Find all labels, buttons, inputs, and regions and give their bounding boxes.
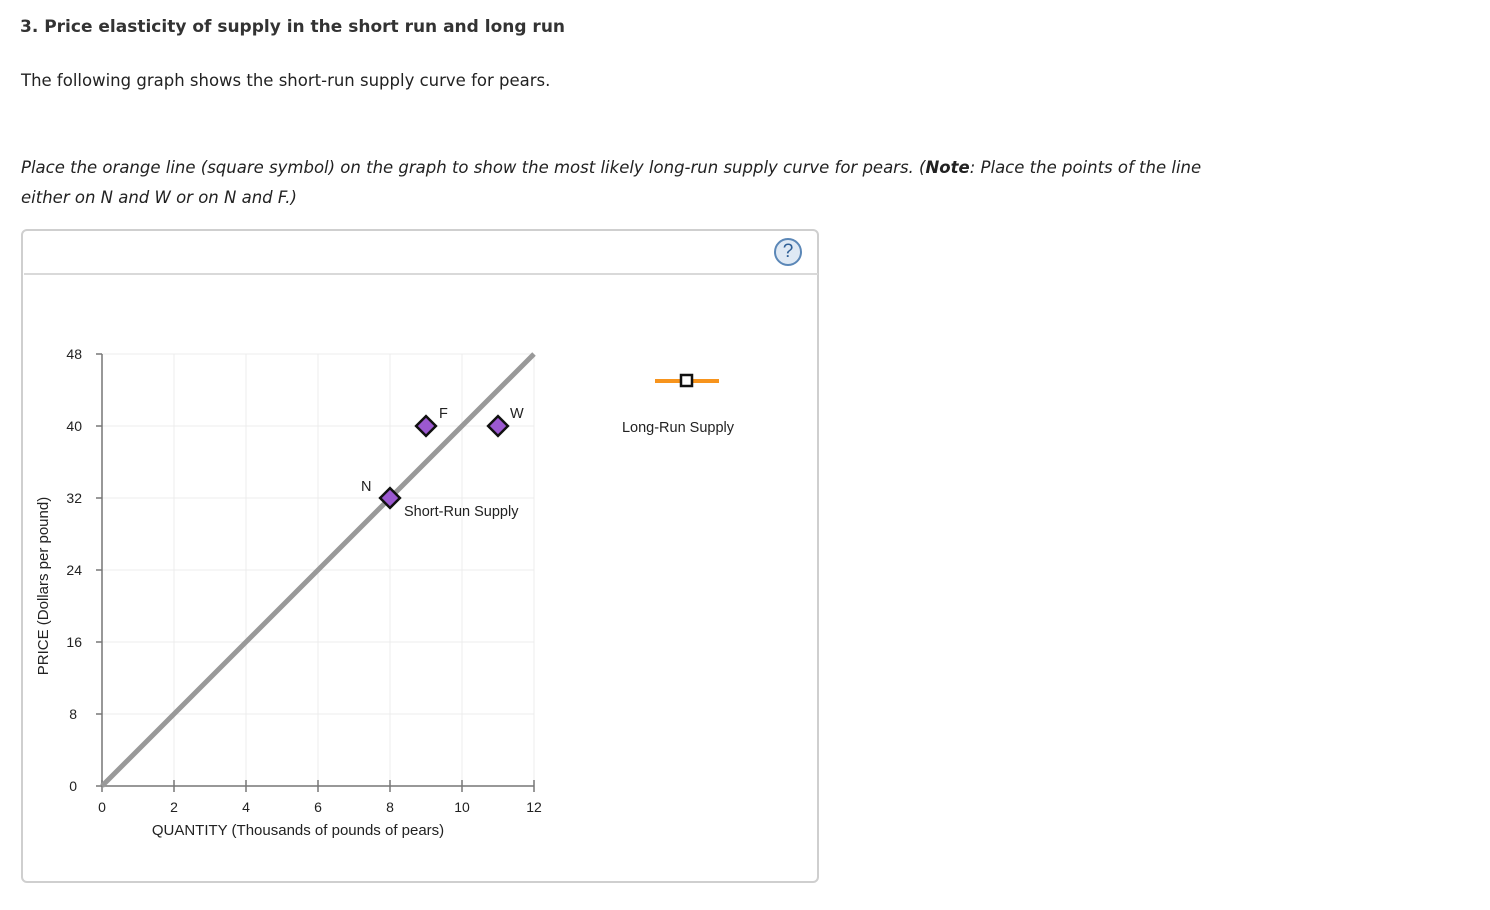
y-tick-label: 48: [66, 346, 82, 362]
x-tick-labels: 0 2 4 6 8 10 12: [98, 799, 542, 815]
y-tick-label: 24: [66, 562, 82, 578]
square-marker-icon[interactable]: [679, 373, 694, 388]
widget-header-divider: [24, 273, 818, 275]
diamond-marker-icon: [414, 414, 438, 438]
x-tick-label: 8: [386, 799, 394, 815]
y-tick-label: 8: [69, 706, 77, 722]
diamond-marker-icon: [486, 414, 510, 438]
x-tick-label: 6: [314, 799, 322, 815]
x-tick-label: 0: [98, 799, 106, 815]
y-tick-label: 16: [66, 634, 82, 650]
x-tick-label: 4: [242, 799, 250, 815]
question-instruction: Place the orange line (square symbol) on…: [21, 153, 1251, 213]
x-axis-title: QUANTITY (Thousands of pounds of pears): [152, 822, 444, 839]
point-label-w: W: [510, 406, 524, 422]
x-tick-label: 2: [170, 799, 178, 815]
point-n: N: [361, 479, 402, 510]
question-title: 3. Price elasticity of supply in the sho…: [20, 17, 566, 37]
graph-widget-frame: [21, 229, 819, 883]
y-tick-label: 32: [66, 490, 82, 506]
y-tick-labels: 48 40 32 24 16 8 0: [66, 346, 82, 794]
question-intro: The following graph shows the short-run …: [21, 71, 551, 90]
y-tick-label: 0: [69, 778, 77, 794]
diamond-marker-icon: [378, 486, 402, 510]
y-axis-title: PRICE (Dollars per pound): [35, 497, 52, 675]
instruction-note-label: Note: [925, 158, 970, 177]
point-f: F: [414, 406, 448, 438]
point-label-n: N: [361, 479, 371, 495]
short-run-supply-label: Short-Run Supply: [404, 504, 519, 520]
instruction-text: Place the orange line (square symbol) on…: [21, 158, 926, 177]
y-tick-label: 40: [66, 418, 82, 434]
x-tick-label: 10: [454, 799, 470, 815]
instruction-note-text: : Place the points of the line either on…: [21, 158, 1202, 207]
help-icon[interactable]: ?: [774, 238, 802, 266]
point-w: W: [486, 406, 524, 438]
point-label-f: F: [439, 406, 448, 422]
long-run-supply-tool[interactable]: Long-Run Supply: [622, 373, 735, 436]
x-tick-label: 12: [526, 799, 542, 815]
short-run-supply-line: [100, 352, 536, 788]
long-run-supply-tool-label: Long-Run Supply: [622, 420, 735, 436]
